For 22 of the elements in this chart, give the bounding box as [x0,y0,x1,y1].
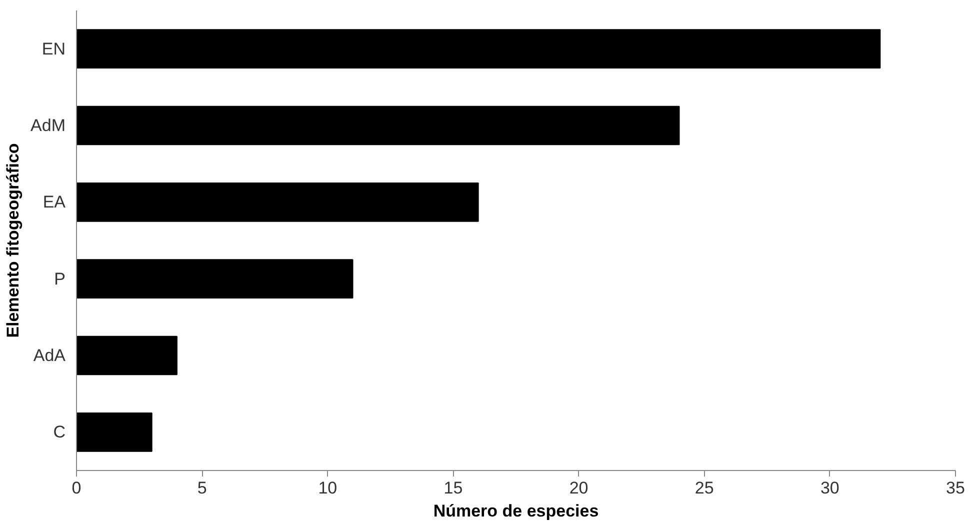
x-tick-label: 10 [318,478,338,498]
x-tick-label: 5 [197,478,207,498]
bar [76,412,152,452]
y-tick-label: AdM [30,116,66,135]
x-tick-label: 15 [444,478,463,498]
bar [76,106,680,146]
x-tick-label: 30 [820,478,840,498]
y-tick-label: EN [42,39,66,58]
x-tick-label: 25 [694,478,714,498]
bar [76,259,354,298]
x-tick-label: 0 [72,478,82,498]
y-tick-label: C [53,422,66,442]
x-axis-title: Número de especies [433,502,599,520]
x-tick-label: 35 [946,478,965,498]
bar [76,29,881,68]
bar [76,336,178,376]
bar [76,182,479,222]
y-tick-label: EA [42,192,66,212]
y-axis-title: Elemento fitogeográfico [4,143,23,338]
y-tick-label: P [54,269,66,288]
y-tick-label: AdA [33,346,66,365]
x-tick-label: 20 [569,478,588,498]
